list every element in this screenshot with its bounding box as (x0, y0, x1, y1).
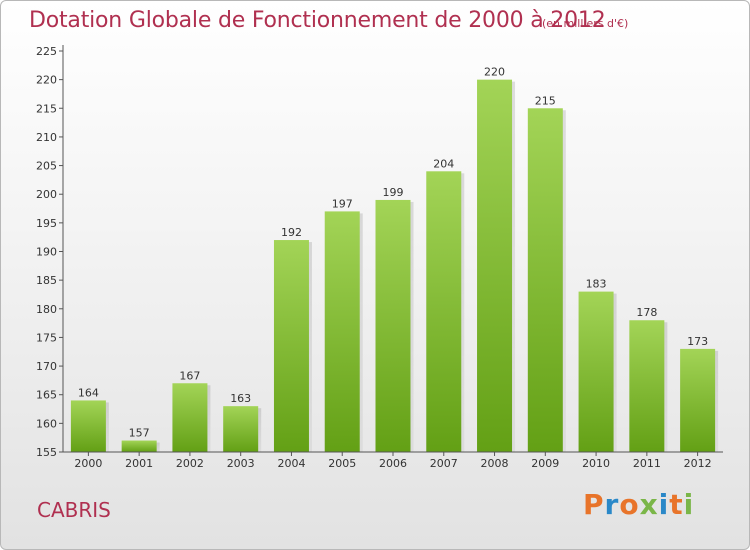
bar-value-label: 173 (687, 335, 708, 348)
commune-name: CABRIS (37, 498, 111, 522)
y-tick-label: 190 (36, 246, 57, 259)
bar (629, 320, 665, 452)
y-tick-label: 215 (36, 102, 57, 115)
y-tick-label: 210 (36, 131, 57, 144)
bar (527, 108, 563, 453)
x-tick-label: 2007 (430, 457, 458, 470)
bar-value-label: 215 (535, 94, 556, 107)
x-tick-label: 2005 (328, 457, 356, 470)
x-tick-label: 2006 (379, 457, 407, 470)
y-tick-label: 160 (36, 417, 57, 430)
y-tick-label: 165 (36, 389, 57, 402)
bar-value-label: 197 (332, 197, 353, 210)
logo-letter: x (639, 488, 659, 521)
bars: 164 157 167 163 192 197 199 204 220 215 183 178 173 (70, 66, 719, 453)
bar (121, 440, 157, 452)
bar-value-label: 183 (586, 278, 607, 291)
proxiti-logo[interactable]: Proxiti (583, 488, 694, 521)
bar-value-label: 167 (179, 369, 200, 382)
bar-value-label: 199 (383, 186, 404, 199)
bar (273, 240, 309, 452)
x-tick-label: 2011 (633, 457, 661, 470)
y-tick-label: 155 (36, 446, 57, 459)
y-tick-label: 180 (36, 303, 57, 316)
bar (680, 348, 716, 452)
x-axis: 2000 2001 2002 2003 2004 2005 2006 2007 2008 2009… (63, 451, 723, 470)
y-tick-label: 175 (36, 331, 57, 344)
x-tick-label: 2010 (582, 457, 610, 470)
x-tick-label: 2000 (74, 457, 102, 470)
bar-value-label: 192 (281, 226, 302, 239)
y-tick-label: 200 (36, 188, 57, 201)
bar (223, 406, 259, 452)
bar (578, 291, 614, 452)
chart-subtitle: (en milliers d'€) (542, 17, 629, 30)
bar (375, 199, 411, 452)
y-axis: 155 160 165 170 175 180 185 190 195 200 205 210 215 2… (36, 45, 64, 459)
x-tick-label: 2001 (125, 457, 153, 470)
y-tick-label: 205 (36, 160, 57, 173)
chart-title: Dotation Globale de Fonctionnement de 20… (29, 8, 606, 33)
bar-value-label: 220 (484, 66, 505, 79)
logo-letter: o (619, 488, 640, 521)
bar-value-label: 164 (78, 386, 99, 399)
bar-value-label: 204 (433, 157, 454, 170)
x-tick-label: 2003 (227, 457, 255, 470)
y-tick-label: 225 (36, 45, 57, 58)
logo-letter: r (604, 488, 620, 521)
y-tick-label: 185 (36, 274, 57, 287)
bar (426, 171, 462, 453)
bar (324, 211, 360, 452)
bar-value-label: 157 (129, 427, 150, 440)
logo-letter: t (669, 488, 684, 521)
x-tick-label: 2002 (176, 457, 204, 470)
logo-letter: P (583, 488, 605, 521)
x-tick-label: 2012 (684, 457, 712, 470)
logo-letter: i (683, 488, 695, 521)
bar (70, 400, 106, 452)
y-tick-label: 195 (36, 217, 57, 230)
x-tick-label: 2009 (531, 457, 559, 470)
x-tick-label: 2004 (277, 457, 305, 470)
bar (172, 383, 208, 452)
logo-letter: i (658, 488, 670, 521)
bar-value-label: 163 (230, 392, 251, 405)
bar (477, 79, 513, 453)
y-tick-label: 220 (36, 74, 57, 87)
bar-value-label: 178 (636, 306, 657, 319)
x-tick-label: 2008 (481, 457, 509, 470)
y-tick-label: 170 (36, 360, 57, 373)
